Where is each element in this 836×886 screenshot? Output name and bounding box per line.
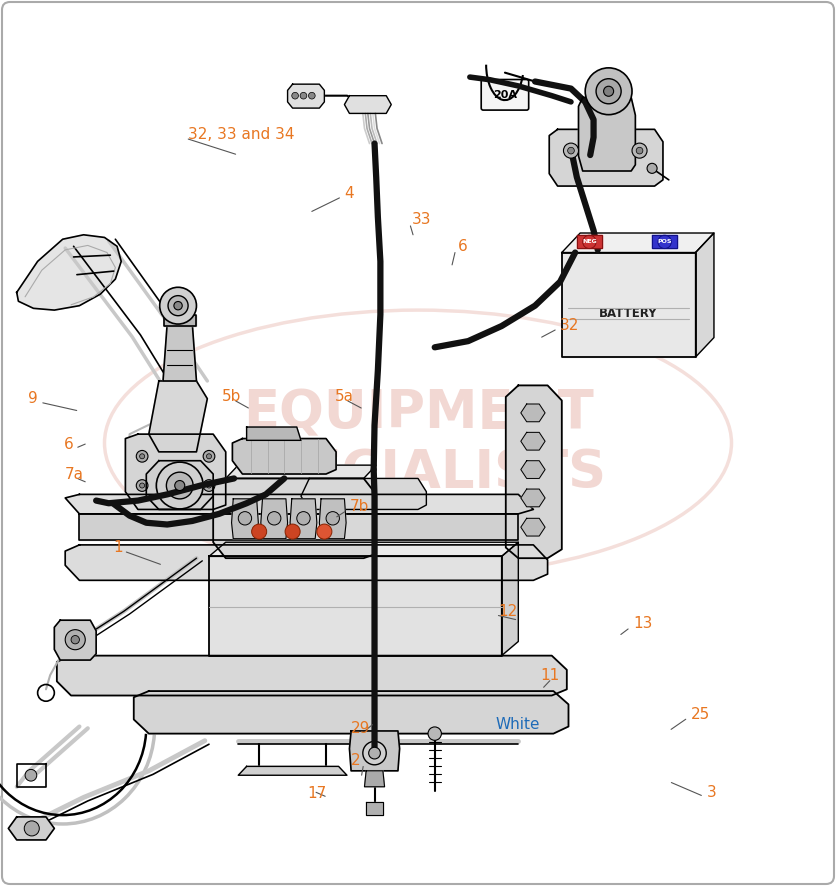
Circle shape <box>297 511 310 525</box>
Circle shape <box>160 287 196 324</box>
Polygon shape <box>288 84 324 108</box>
Text: 6: 6 <box>458 239 468 253</box>
Circle shape <box>140 454 145 459</box>
Circle shape <box>583 235 596 249</box>
Polygon shape <box>209 542 518 556</box>
Circle shape <box>140 483 145 488</box>
Circle shape <box>174 301 182 310</box>
Polygon shape <box>261 499 288 539</box>
Polygon shape <box>57 656 567 696</box>
Circle shape <box>636 147 643 154</box>
Polygon shape <box>213 478 376 558</box>
Circle shape <box>203 479 215 492</box>
Polygon shape <box>549 129 663 186</box>
Circle shape <box>292 92 298 99</box>
Circle shape <box>168 296 188 315</box>
Polygon shape <box>562 253 696 357</box>
Text: 32, 33 and 34: 32, 33 and 34 <box>188 128 294 142</box>
Polygon shape <box>506 385 562 558</box>
Polygon shape <box>65 494 533 514</box>
Polygon shape <box>562 233 714 253</box>
Text: 2: 2 <box>351 753 361 767</box>
Circle shape <box>317 525 332 539</box>
Circle shape <box>206 483 212 488</box>
Polygon shape <box>164 315 196 326</box>
Text: 7b: 7b <box>349 500 369 514</box>
Polygon shape <box>364 771 385 787</box>
Circle shape <box>206 454 212 459</box>
Polygon shape <box>79 514 518 540</box>
Circle shape <box>369 747 380 759</box>
Circle shape <box>166 472 193 499</box>
Circle shape <box>285 525 300 539</box>
Polygon shape <box>349 731 400 771</box>
Polygon shape <box>579 97 635 171</box>
Text: 20A: 20A <box>493 89 517 100</box>
Text: 33: 33 <box>412 213 431 227</box>
Polygon shape <box>226 465 376 478</box>
Circle shape <box>71 635 79 644</box>
Polygon shape <box>366 802 383 815</box>
Polygon shape <box>652 235 677 248</box>
Polygon shape <box>17 235 121 310</box>
Circle shape <box>658 235 671 249</box>
Text: White: White <box>496 718 540 732</box>
Polygon shape <box>134 691 568 734</box>
Polygon shape <box>232 499 258 539</box>
Circle shape <box>268 511 281 525</box>
Circle shape <box>252 525 267 539</box>
Polygon shape <box>521 432 545 450</box>
Circle shape <box>568 147 574 154</box>
Text: POS: POS <box>657 239 672 245</box>
Text: 25: 25 <box>691 707 710 721</box>
Text: 1: 1 <box>113 540 123 555</box>
Text: EQUIPMENT
SPECIALISTS: EQUIPMENT SPECIALISTS <box>229 387 607 499</box>
Circle shape <box>156 462 203 509</box>
Text: 17: 17 <box>308 787 327 801</box>
Polygon shape <box>696 233 714 357</box>
Circle shape <box>563 144 579 158</box>
Text: 6: 6 <box>64 438 74 452</box>
Circle shape <box>428 727 441 741</box>
Polygon shape <box>247 427 301 440</box>
Text: 12: 12 <box>498 604 517 618</box>
Polygon shape <box>290 499 317 539</box>
Circle shape <box>596 79 621 104</box>
Polygon shape <box>65 545 548 580</box>
Circle shape <box>326 511 339 525</box>
Text: 9: 9 <box>28 392 38 406</box>
Text: 7a: 7a <box>64 467 84 481</box>
Polygon shape <box>149 381 207 452</box>
Text: NEG: NEG <box>582 239 597 245</box>
Circle shape <box>238 511 252 525</box>
Circle shape <box>632 144 647 158</box>
Circle shape <box>585 68 632 114</box>
Circle shape <box>308 92 315 99</box>
Polygon shape <box>502 542 518 656</box>
Polygon shape <box>319 499 346 539</box>
Text: 3: 3 <box>706 786 716 800</box>
Text: 5b: 5b <box>222 389 241 403</box>
Polygon shape <box>209 556 502 656</box>
Polygon shape <box>344 96 391 113</box>
Text: 32: 32 <box>560 318 579 332</box>
Polygon shape <box>238 766 347 775</box>
Polygon shape <box>54 620 96 660</box>
Text: 5a: 5a <box>334 389 354 403</box>
Circle shape <box>65 630 85 649</box>
FancyBboxPatch shape <box>482 80 528 110</box>
Polygon shape <box>232 439 336 474</box>
Text: BATTERY: BATTERY <box>599 307 658 320</box>
Polygon shape <box>521 518 545 536</box>
Circle shape <box>647 163 657 174</box>
Circle shape <box>24 821 39 835</box>
Text: 4: 4 <box>344 186 354 200</box>
Text: 29: 29 <box>351 721 370 735</box>
Circle shape <box>25 769 37 781</box>
Polygon shape <box>521 404 545 422</box>
Circle shape <box>363 742 386 765</box>
Circle shape <box>175 480 185 491</box>
Polygon shape <box>125 434 226 509</box>
Polygon shape <box>301 478 426 509</box>
